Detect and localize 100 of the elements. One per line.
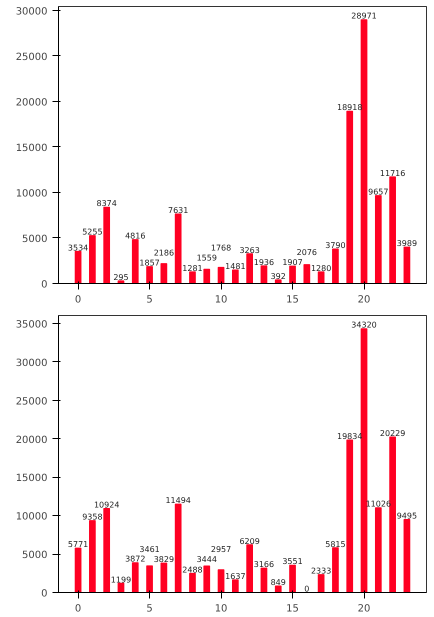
data-label: 6209 xyxy=(239,536,260,546)
x-tick-label: 5 xyxy=(146,604,153,614)
data-label: 1199 xyxy=(110,575,132,584)
bar xyxy=(232,579,239,592)
x-tick-label: 20 xyxy=(358,604,370,614)
data-label: 3263 xyxy=(239,246,260,255)
bar xyxy=(360,328,368,592)
bar xyxy=(303,264,310,284)
bar xyxy=(103,206,110,284)
x-tick-label: 10 xyxy=(214,604,228,614)
bar xyxy=(174,504,182,592)
data-label: 3989 xyxy=(396,239,418,248)
bar xyxy=(404,246,410,284)
x-tick-label: 5 xyxy=(146,294,153,306)
bar xyxy=(118,582,124,592)
bar xyxy=(289,266,296,284)
bar xyxy=(260,568,268,592)
y-tick-label: 20000 xyxy=(16,97,48,108)
data-label: 11494 xyxy=(165,496,191,506)
y-tick-label: 25000 xyxy=(16,52,48,63)
bar xyxy=(203,268,210,284)
bar xyxy=(332,248,339,284)
x-tick-label: 0 xyxy=(74,294,82,306)
bar xyxy=(74,250,82,284)
data-label: 3461 xyxy=(139,544,160,554)
data-label: 1768 xyxy=(210,244,232,253)
y-tick-label: 0 xyxy=(41,588,48,600)
data-label: 1857 xyxy=(139,258,160,268)
data-label: 28971 xyxy=(351,12,377,21)
data-label: 20229 xyxy=(380,429,406,438)
data-label: 34320 xyxy=(351,320,377,330)
y-tick-label: 0 xyxy=(41,280,48,290)
x-tick-label: 20 xyxy=(358,294,370,306)
data-label: 392 xyxy=(270,272,286,281)
bar xyxy=(189,271,196,284)
bar xyxy=(160,562,168,592)
x-tick-label: 10 xyxy=(214,294,228,306)
data-label: 1907 xyxy=(282,258,303,268)
bar xyxy=(218,266,224,284)
bar xyxy=(146,266,153,284)
data-label: 1559 xyxy=(196,254,217,263)
data-label: 849 xyxy=(270,578,286,587)
y-tick-label: 5000 xyxy=(22,550,48,562)
data-label: 0 xyxy=(304,584,310,594)
bar xyxy=(203,566,210,592)
y-tick-label: 10000 xyxy=(16,512,48,523)
bar xyxy=(404,519,410,592)
y-tick-label: 35000 xyxy=(16,319,48,330)
bar xyxy=(189,572,196,592)
data-label: 1281 xyxy=(182,264,203,273)
x-tick-label: 15 xyxy=(286,294,299,306)
y-tick-label: 30000 xyxy=(16,358,48,369)
bar xyxy=(146,565,153,592)
data-label: 9495 xyxy=(396,512,418,521)
data-label: 3872 xyxy=(125,554,146,564)
bar xyxy=(346,110,354,284)
data-label: 11716 xyxy=(380,168,406,178)
bar xyxy=(318,574,324,592)
bar xyxy=(74,548,82,592)
y-tick-label: 30000 xyxy=(16,6,48,18)
data-label: 7631 xyxy=(168,206,188,216)
bar xyxy=(103,508,110,592)
bar xyxy=(132,562,139,592)
data-label: 5771 xyxy=(68,540,88,550)
y-tick-label: 15000 xyxy=(16,142,48,154)
data-label: 9358 xyxy=(82,512,103,522)
data-label: 5815 xyxy=(325,540,346,549)
data-label: 3829 xyxy=(154,555,174,564)
data-label: 9657 xyxy=(368,188,388,197)
data-label: 1936 xyxy=(254,258,274,267)
bar xyxy=(374,195,382,284)
bar xyxy=(160,263,168,284)
data-label: 2186 xyxy=(154,248,174,258)
y-tick-label: 25000 xyxy=(16,396,48,408)
data-label: 1637 xyxy=(225,572,246,581)
data-label: 2488 xyxy=(182,565,203,574)
data-label: 5255 xyxy=(82,228,103,237)
bar xyxy=(246,544,254,592)
bar xyxy=(274,585,282,592)
bar xyxy=(346,440,354,592)
bar xyxy=(289,564,296,592)
data-label: 10924 xyxy=(94,500,120,510)
data-label: 1481 xyxy=(225,262,246,272)
bar xyxy=(260,265,268,284)
data-label: 2076 xyxy=(296,248,318,258)
data-label: 1280 xyxy=(310,264,332,273)
data-label: 3790 xyxy=(325,240,346,250)
y-tick-label: 5000 xyxy=(22,234,48,245)
bar xyxy=(389,436,396,592)
bar xyxy=(360,19,368,284)
bar xyxy=(318,271,324,284)
y-tick-label: 15000 xyxy=(16,473,48,484)
data-label: 3444 xyxy=(196,555,217,564)
data-label: 4816 xyxy=(125,232,146,241)
bar xyxy=(246,253,254,284)
data-label: 3166 xyxy=(254,560,274,570)
bar xyxy=(89,235,96,284)
bar xyxy=(389,176,396,284)
data-label: 295 xyxy=(113,272,129,282)
data-label: 3534 xyxy=(68,243,88,252)
